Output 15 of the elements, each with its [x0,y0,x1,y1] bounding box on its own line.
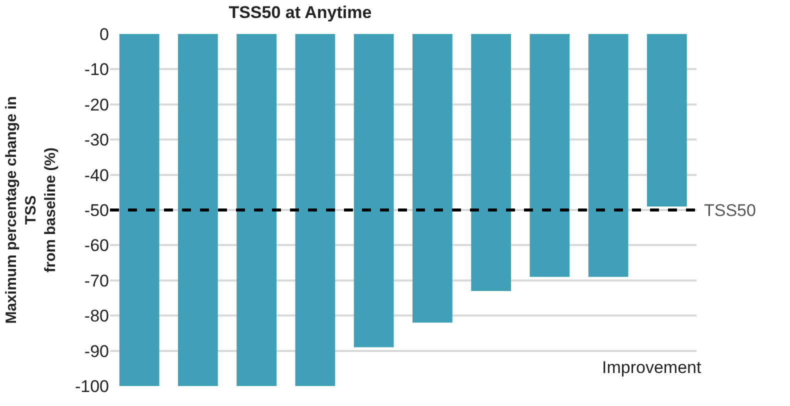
y-tick-label: -60 [84,236,109,256]
ref-line-label: TSS50 [704,201,756,220]
y-tick-label: -50 [84,200,109,220]
y-tick-label: -100 [74,376,109,396]
y-tick-label: 0 [100,24,109,44]
y-tick-label: -20 [84,95,109,114]
chart-title: TSS50 at Anytime [228,2,372,22]
y-tick-label: -30 [84,130,109,150]
y-tick-label: -70 [84,271,109,290]
y-tick-label: -80 [84,306,109,326]
y-tick-label: -10 [84,60,109,80]
y-tick-label: -40 [84,166,109,185]
annotation: Improvement [602,358,702,377]
y-axis-title: Maximum percentage change in TSS from baseline (%) [3,96,60,324]
y-tick-label: -90 [84,342,109,361]
